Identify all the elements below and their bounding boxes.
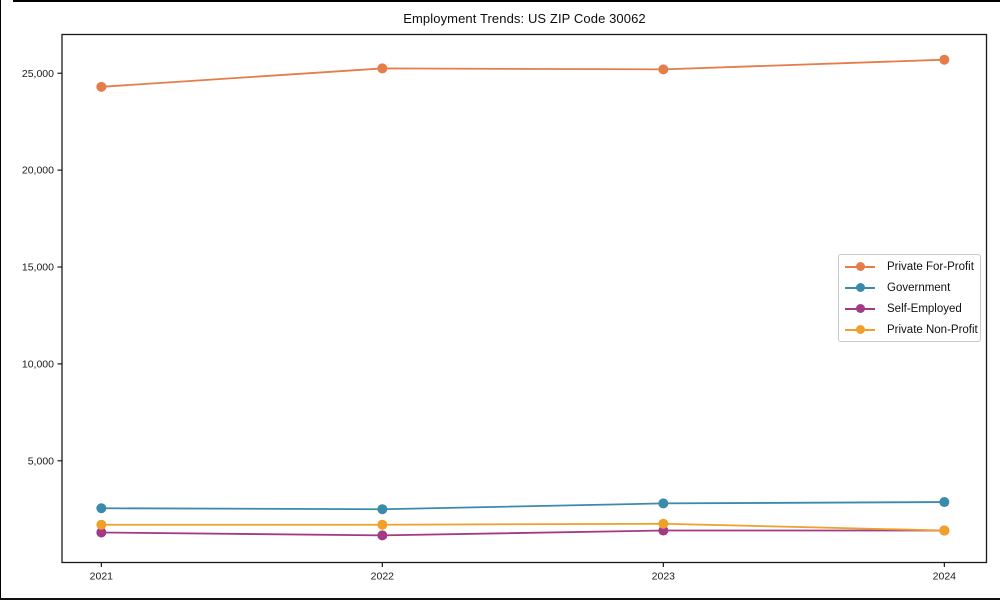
series-private-for-profit [96,54,950,92]
legend-item-label: Private Non-Profit [887,323,978,336]
series-private-non-profit [96,518,950,536]
legend-dot-swatch [855,304,865,313]
legend-dot-swatch [855,283,865,292]
axes-spines [61,33,988,564]
chart-title: Employment Trends: US ZIP Code 30062 [403,11,646,26]
y-tick-label: 15,000 [22,262,54,274]
y-tick-label: 5,000 [28,455,54,467]
legend-item-label: Private For-Profit [887,260,974,273]
x-tick-label: 2024 [933,571,957,583]
legend-marker-icon [845,324,875,335]
legend: Private For-Profit Government Self-Employe… [838,254,981,342]
data-point-marker [96,519,107,530]
data-point-marker [377,519,388,530]
data-point-marker [377,63,388,74]
data-point-marker [939,54,950,65]
series-line [101,522,945,532]
legend-dot-swatch [855,325,865,334]
series-line [101,501,945,511]
legend-marker-icon [845,303,875,314]
legend-item-label: Self-Employed [887,302,962,315]
data-point-marker [939,497,950,508]
y-axis-ticks: 5,000 10,000 15,000 20,000 25,000 [22,68,62,467]
legend-item-label: Government [887,281,951,294]
x-tick-label: 2023 [652,571,676,583]
y-tick-label: 25,000 [22,68,54,80]
legend-item-government: Government [839,277,980,298]
legend-item-private-for-profit: Private For-Profit [839,256,980,277]
y-tick-label: 10,000 [22,358,54,370]
legend-item-self-employed: Self-Employed [839,298,980,319]
data-point-marker [96,81,107,92]
legend-item-private-non-profit: Private Non-Profit [839,319,980,340]
data-point-marker [377,530,388,541]
window-bottom-edge [0,598,1000,600]
legend-marker-icon [845,261,875,272]
series-line [101,529,945,537]
data-point-marker [658,518,669,529]
x-tick-label: 2021 [90,571,114,583]
x-axis-ticks: 2021 2022 2023 2024 [90,562,957,583]
legend-dot-swatch [855,262,865,271]
window-left-edge [0,0,1,600]
series-line [101,58,945,88]
window-top-edge [13,0,1000,2]
data-point-marker [658,64,669,75]
data-point-marker [96,527,107,538]
series-government [96,497,950,515]
data-point-marker [658,498,669,509]
y-tick-label: 20,000 [22,165,54,177]
x-tick-label: 2022 [371,571,395,583]
data-point-marker [377,504,388,515]
data-point-marker [939,525,950,536]
data-point-marker [96,503,107,514]
legend-marker-icon [845,282,875,293]
